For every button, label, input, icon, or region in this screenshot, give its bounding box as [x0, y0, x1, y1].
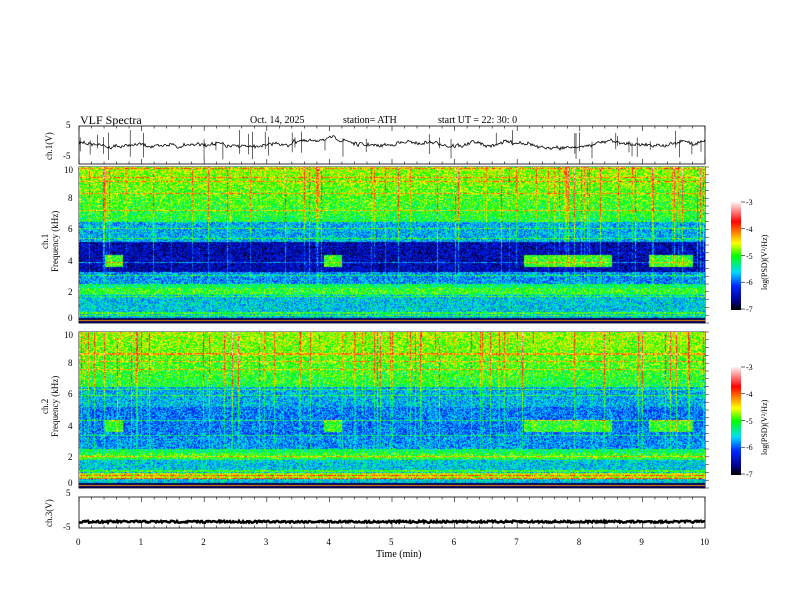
ch1-colorbar — [731, 202, 741, 310]
time-tick-label: 2 — [201, 537, 206, 547]
ch2-spectrogram — [79, 332, 705, 488]
figure-title: VLF Spectra — [80, 113, 142, 127]
ch3-trace — [78, 518, 706, 526]
station-label: station= ATH — [343, 115, 397, 126]
start-time-label: start UT = 22: 30: 0 — [438, 115, 518, 126]
time-tick-label: 7 — [514, 537, 519, 547]
ch2-colorbar — [731, 367, 741, 475]
time-tick-label: 1 — [138, 537, 144, 547]
colorbar-tick-label: -4 — [746, 389, 753, 399]
time-tick-label: 10 — [700, 537, 709, 547]
freq-tick-label: 4 — [68, 420, 73, 431]
ch1-trace — [78, 135, 706, 152]
time-tick-label: 5 — [389, 537, 394, 547]
colorbar-tick-label: -3 — [746, 363, 753, 372]
ch1-spectrogram — [79, 167, 705, 323]
colorbar-tick-label: -4 — [746, 224, 753, 234]
colorbar-tick-label: -6 — [746, 278, 753, 288]
ch2-freq-label: ch.2 Frequency (kHz) — [40, 375, 60, 437]
freq-tick-label: 6 — [68, 389, 73, 400]
time-tick-label: 0 — [76, 537, 81, 547]
time-tick-label: 3 — [263, 537, 269, 547]
colorbar-tick-label: -5 — [746, 251, 753, 261]
x-axis-label: Time (min) — [376, 549, 422, 560]
freq-tick-label: 0 — [68, 478, 73, 488]
freq-tick-label: 8 — [68, 193, 73, 204]
colorbar1-label: log(PSD)(V²/Hz) — [760, 234, 769, 290]
colorbar-tick-label: -5 — [746, 416, 753, 426]
ch1-freq-label: ch.1 Frequency (kHz) — [40, 210, 60, 272]
time-tick-label: 9 — [639, 537, 644, 547]
colorbar-tick-label: -7 — [746, 305, 753, 314]
freq-tick-label: 0 — [68, 313, 73, 323]
ch1-voltage-label: ch.1(V) — [44, 132, 54, 160]
time-tick-label: 4 — [326, 537, 331, 547]
colorbar2-label: log(PSD)(V²/Hz) — [760, 399, 769, 455]
y-tick-label: 5 — [66, 488, 71, 498]
ch3-voltage-label: ch.3(V) — [44, 499, 54, 527]
time-tick-label: 6 — [451, 537, 457, 547]
y-tick-label: -5 — [63, 522, 71, 532]
colorbar-tick-label: -7 — [746, 470, 753, 479]
y-tick-label: 5 — [66, 120, 71, 130]
colorbar-tick-label: -3 — [746, 198, 753, 207]
freq-tick-label: 2 — [68, 451, 73, 462]
freq-tick-label: 4 — [68, 255, 73, 266]
freq-tick-label: 6 — [68, 224, 73, 235]
freq-tick-label: 8 — [68, 358, 73, 369]
time-tick-label: 8 — [576, 537, 582, 547]
date-label: Oct. 14, 2025 — [250, 115, 305, 126]
freq-tick-label: 10 — [64, 165, 73, 175]
colorbar-tick-label: -6 — [746, 443, 753, 453]
freq-tick-label: 2 — [68, 286, 73, 297]
y-tick-label: -5 — [63, 151, 71, 161]
freq-tick-label: 10 — [64, 330, 73, 340]
